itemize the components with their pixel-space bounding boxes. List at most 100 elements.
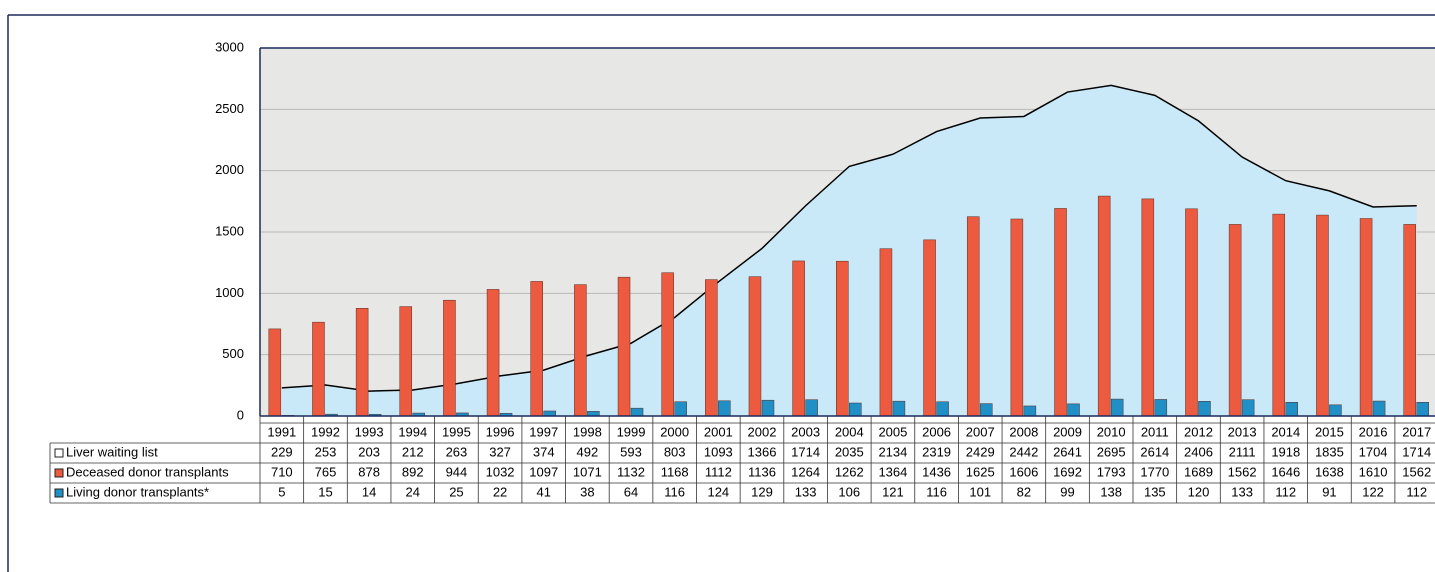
x-tick-label: 2001: [704, 424, 733, 439]
x-tick-label: 1998: [573, 424, 602, 439]
x-tick-label: 2014: [1271, 424, 1300, 439]
table-value: 116: [664, 484, 685, 499]
bar: [574, 284, 587, 417]
table-value: 1436: [922, 464, 951, 479]
x-tick-label: 2009: [1053, 424, 1082, 439]
bar: [923, 239, 936, 417]
y-tick-label: 0: [237, 407, 244, 422]
y-tick-label: 2500: [215, 101, 244, 116]
x-tick-label: 1999: [617, 424, 646, 439]
table-value: 593: [620, 444, 642, 459]
y-tick-label: 500: [222, 346, 244, 361]
table-value: 24: [406, 484, 420, 499]
table-value: 2406: [1184, 444, 1213, 459]
table-value: 129: [751, 484, 773, 499]
table-value: 878: [358, 464, 380, 479]
table-value: 121: [882, 484, 904, 499]
bar: [443, 299, 456, 417]
bar: [1403, 224, 1416, 417]
table-value: 1264: [791, 464, 820, 479]
bar: [879, 248, 893, 417]
table-value: 327: [489, 444, 511, 459]
x-tick-label: 2006: [922, 424, 951, 439]
bar: [630, 407, 644, 417]
table-value: 82: [1017, 484, 1031, 499]
table-value: 1625: [966, 464, 995, 479]
bar: [1272, 213, 1286, 417]
table-value: 892: [402, 464, 424, 479]
bar: [355, 308, 369, 417]
line: [281, 84, 1417, 392]
x-tick-label: 2016: [1359, 424, 1388, 439]
table-value: 91: [1322, 484, 1336, 499]
bar: [1316, 214, 1329, 417]
table-value: 101: [969, 484, 991, 499]
bar: [1185, 208, 1198, 417]
table-value: 1835: [1315, 444, 1344, 459]
table-value: 14: [362, 484, 376, 499]
table-value: 2695: [1097, 444, 1126, 459]
table-value: 2614: [1140, 444, 1169, 459]
table-value: 1093: [704, 444, 733, 459]
table-value: 1689: [1184, 464, 1213, 479]
table-value: 1793: [1097, 464, 1126, 479]
x-tick-label: 2013: [1228, 424, 1257, 439]
x-tick-label: 2011: [1141, 424, 1169, 439]
x-tick-label: 2005: [878, 424, 907, 439]
x-tick-label: 1994: [398, 424, 427, 439]
table-value: 253: [315, 444, 337, 459]
table-value: 1606: [1009, 464, 1038, 479]
x-tick-label: 2008: [1009, 424, 1038, 439]
table-value: 64: [624, 484, 638, 499]
table-value: 1364: [878, 464, 907, 479]
legend-marker: [54, 488, 64, 498]
x-tick-label: 2015: [1315, 424, 1344, 439]
x-tick-label: 2000: [660, 424, 689, 439]
x-tick-label: 1997: [529, 424, 558, 439]
x-tick-label: 2012: [1184, 424, 1213, 439]
bar: [1285, 402, 1299, 417]
x-tick-label: 2003: [791, 424, 820, 439]
bar: [1110, 398, 1124, 417]
table-value: 1918: [1271, 444, 1300, 459]
bar: [792, 260, 805, 417]
table-value: 1262: [835, 464, 864, 479]
bar: [268, 328, 282, 417]
table-value: 229: [271, 444, 293, 459]
bar: [1054, 208, 1067, 417]
x-tick-label: 1995: [442, 424, 471, 439]
bar: [1198, 401, 1211, 417]
bar: [1154, 399, 1168, 417]
bar: [705, 279, 718, 417]
table-value: 2429: [966, 444, 995, 459]
bar: [1416, 402, 1429, 417]
bar: [1241, 399, 1255, 417]
table-value: 116: [926, 484, 947, 499]
area: [281, 85, 1417, 416]
table-value: 374: [533, 444, 555, 459]
legend-marker: [54, 468, 64, 478]
bar: [761, 399, 775, 417]
bar: [718, 400, 731, 417]
table-value: 1704: [1359, 444, 1388, 459]
y-tick-label: 3000: [215, 39, 244, 54]
table-value: 2319: [922, 444, 951, 459]
legend-marker: [54, 448, 64, 458]
bar: [849, 402, 862, 417]
bar: [1359, 218, 1373, 417]
bar: [661, 272, 674, 417]
table-value: 203: [358, 444, 380, 459]
bar: [674, 401, 687, 417]
x-tick-label: 1993: [355, 424, 384, 439]
table-value: 112: [1275, 484, 1296, 499]
bar: [836, 260, 849, 417]
table-value: 38: [580, 484, 594, 499]
table-value: 1610: [1359, 464, 1388, 479]
table-value: 1168: [661, 464, 689, 479]
table-value: 22: [493, 484, 507, 499]
bar: [530, 281, 543, 417]
table-value: 492: [577, 444, 599, 459]
bar: [617, 276, 631, 417]
y-tick-label: 1000: [215, 285, 244, 300]
table-value: 710: [271, 464, 293, 479]
